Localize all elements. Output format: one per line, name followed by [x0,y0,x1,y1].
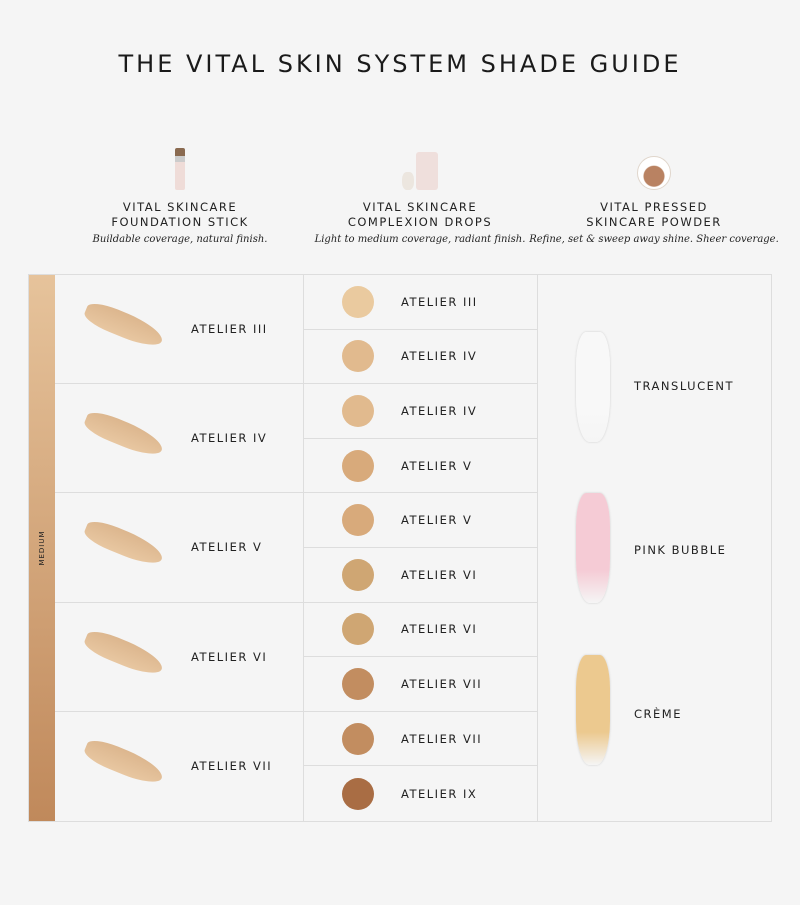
range-label: MEDIUM [38,530,46,566]
drops-shade-row: ATELIER V [304,439,537,494]
stick-shade-row: ATELIER IV [55,384,303,494]
drop-swatch [342,340,374,373]
shade-label: ATELIER IV [401,403,478,418]
drop-swatch [342,722,374,755]
stick-column: ATELIER III ATELIER IV ATELIER V ATELIER VI… [55,275,304,821]
shade-label: ATELIER VII [191,759,273,774]
product-pressed-powder: VITAL PRESSED SKINCARE POWDER Refine, se… [524,140,784,245]
shade-label: ATELIER III [401,294,478,309]
product-foundation-stick: VITAL SKINCARE FOUNDATION STICK Buildabl… [50,140,310,245]
powder-swatch [576,332,610,442]
powder-label: TRANSLUCENT [634,379,734,393]
drop-swatch [342,558,374,591]
drops-shade-row: ATELIER VI [304,603,537,658]
powder-swatch [576,655,610,765]
drops-column: ATELIER III ATELIER IV ATELIER IV ATELIER V… [304,275,538,821]
drops-shade-row: ATELIER VII [304,657,537,712]
shade-label: ATELIER VII [401,676,483,691]
stick-swatch [81,735,167,789]
shade-label: ATELIER V [401,458,473,473]
drop-swatch [342,504,374,537]
shade-label: ATELIER V [401,513,473,528]
drops-shade-row: ATELIER IV [304,330,537,385]
drop-swatch [342,613,374,646]
stick-shade-row: ATELIER III [55,275,303,385]
stick-swatch [81,626,167,680]
compact-powder-icon [524,140,784,190]
shade-label: ATELIER VI [401,567,478,582]
drop-swatch [342,777,374,810]
drop-swatch [342,449,374,482]
shade-label: ATELIER IX [401,786,478,801]
drop-swatch [342,285,374,318]
drops-shade-row: ATELIER V [304,493,537,548]
shade-label: ATELIER III [191,322,268,337]
drop-swatch [342,394,374,427]
drops-shade-row: ATELIER IX [304,766,537,821]
shade-label: ATELIER V [191,540,263,555]
drops-shade-row: ATELIER IV [304,384,537,439]
powder-label: CRÈME [634,707,682,721]
drop-swatch [342,667,374,700]
stick-shade-row: ATELIER VII [55,712,303,821]
shade-label: ATELIER IV [191,431,268,446]
shade-label: ATELIER VII [401,731,483,746]
stick-swatch [81,516,167,570]
dropper-bottle-icon [290,140,550,190]
powder-column: TRANSLUCENT PINK BUBBLE CRÈME [538,275,772,821]
shade-label: ATELIER VI [191,649,268,664]
range-bar: MEDIUM [29,275,55,821]
shade-label: ATELIER IV [401,349,478,364]
product-complexion-drops: VITAL SKINCARE COMPLEXION DROPS Light to… [290,140,550,245]
shade-label: ATELIER VI [401,622,478,637]
stick-shade-row: ATELIER V [55,493,303,603]
drops-shade-row: ATELIER VI [304,548,537,603]
drops-shade-row: ATELIER III [304,275,537,330]
powder-swatch [576,493,610,603]
page-title: THE VITAL SKIN SYSTEM SHADE GUIDE [118,50,682,78]
powder-label: PINK BUBBLE [634,543,727,557]
drops-shade-row: ATELIER VII [304,712,537,767]
stick-swatch [81,407,167,461]
stick-shade-row: ATELIER VI [55,603,303,712]
foundation-stick-icon [50,140,310,190]
stick-swatch [81,298,167,352]
shade-table: MEDIUM ATELIER III ATELIER IV ATELIER V ATE… [28,274,772,822]
